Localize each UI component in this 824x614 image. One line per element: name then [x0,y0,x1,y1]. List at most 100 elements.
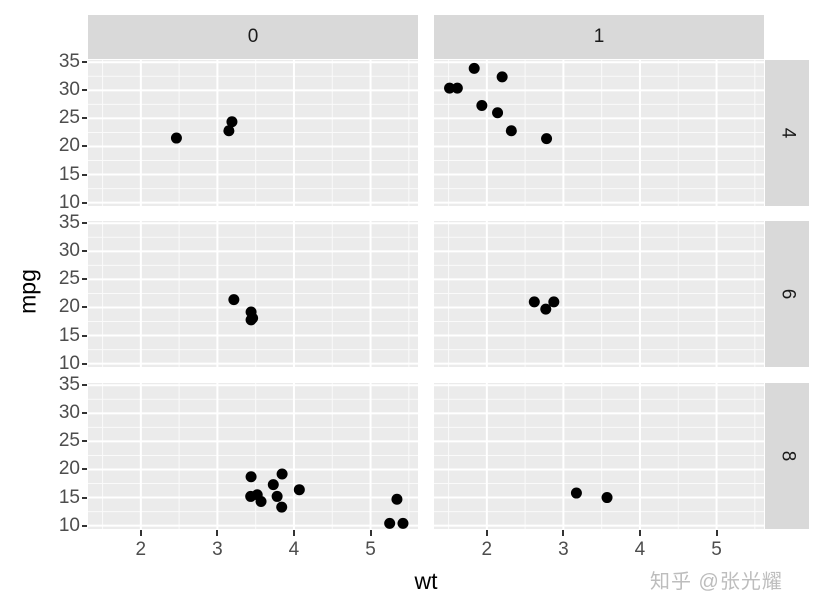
y-tick-mark [82,306,87,309]
y-tick-label: 10 [58,514,80,536]
y-tick-label: 10 [58,191,80,213]
y-tick-label: 30 [58,402,80,424]
facet-label: 6 [776,288,798,300]
y-tick-label: 10 [58,352,80,374]
x-tick-mark [216,530,219,536]
data-point [384,517,396,529]
data-point [271,490,283,502]
y-tick-mark [82,412,87,415]
y-tick-mark [82,250,87,253]
y-tick-label: 25 [58,268,80,290]
data-point [468,62,480,74]
y-tick-mark [82,362,87,365]
data-point [476,99,488,111]
y-tick-mark [82,173,87,176]
panel-am1-cyl4 [434,60,764,206]
x-tick-mark [562,530,565,536]
facet-label: 1 [593,26,605,47]
data-point [548,296,560,308]
y-tick-label: 20 [58,135,80,157]
watermark: 知乎 @张光耀 [650,571,783,593]
x-tick-label: 3 [558,539,569,560]
facet-label: 8 [776,450,798,462]
data-point [276,468,288,480]
facet-strip-right-6: 6 [765,221,809,367]
x-tick-mark [715,530,718,536]
y-tick-mark [82,384,87,387]
facet-strip-right-4: 4 [765,60,809,206]
y-tick-mark [82,117,87,120]
data-point [245,314,257,326]
panel-am0-cyl6 [88,221,418,367]
y-tick-mark [82,61,87,64]
y-tick-mark [82,201,87,204]
y-tick-mark [82,145,87,148]
y-tick-mark [82,524,87,527]
x-tick-label: 2 [135,539,147,560]
facet-strip-top-1: 1 [434,15,764,59]
y-tick-mark [82,496,87,499]
x-tick-mark [369,530,372,536]
panel-am0-cyl4 [88,60,418,206]
x-tick-label: 3 [212,539,223,560]
data-point [170,132,182,144]
data-point [505,125,517,137]
data-point [492,107,504,119]
y-tick-label: 15 [58,163,80,185]
data-point [245,490,257,502]
x-tick-mark [485,530,488,536]
y-tick-label: 35 [58,51,80,73]
panel-am0-cyl8 [88,383,418,529]
data-point [444,82,456,94]
x-tick-label: 5 [711,539,722,560]
y-tick-mark [82,222,87,225]
data-point [228,294,240,306]
y-tick-mark [82,278,87,281]
data-point [245,306,257,318]
y-tick-label: 25 [58,430,80,452]
panel-am1-cyl8 [434,383,764,529]
data-point [496,71,508,83]
facet-label: 0 [247,26,259,47]
data-point [541,133,553,145]
x-tick-mark [638,530,641,536]
x-tick-label: 4 [634,539,646,560]
x-tick-mark [292,530,295,536]
y-tick-mark [82,334,87,337]
data-point [223,125,235,137]
data-point [226,116,238,128]
y-tick-mark [82,440,87,443]
y-tick-label: 15 [58,486,80,508]
y-tick-mark [82,468,87,471]
data-point [267,479,279,491]
x-axis-title: wt [414,568,438,594]
y-tick-label: 35 [58,374,80,396]
data-point [540,303,552,315]
y-tick-label: 20 [58,458,80,480]
x-tick-label: 4 [288,539,300,560]
facet-strip-top-0: 0 [88,15,418,59]
data-point [293,484,305,496]
data-point [245,471,257,483]
y-tick-mark [82,89,87,92]
data-point [451,82,463,94]
y-tick-label: 35 [58,212,80,234]
y-tick-label: 30 [58,79,80,101]
data-point [276,501,288,513]
x-tick-label: 5 [365,539,376,560]
y-tick-label: 20 [58,296,80,318]
x-tick-label: 2 [481,539,493,560]
panel-am1-cyl6 [434,221,764,367]
y-tick-label: 15 [58,324,80,346]
x-tick-mark [139,530,142,536]
data-point [570,487,582,499]
data-point [601,492,613,504]
y-tick-label: 30 [58,240,80,262]
facet-label: 4 [776,127,798,139]
data-point [528,296,540,308]
data-point [397,517,409,529]
data-point [391,493,403,505]
y-axis-title: mpg [14,269,41,314]
y-tick-label: 25 [58,107,80,129]
facet-strip-right-8: 8 [765,383,809,529]
